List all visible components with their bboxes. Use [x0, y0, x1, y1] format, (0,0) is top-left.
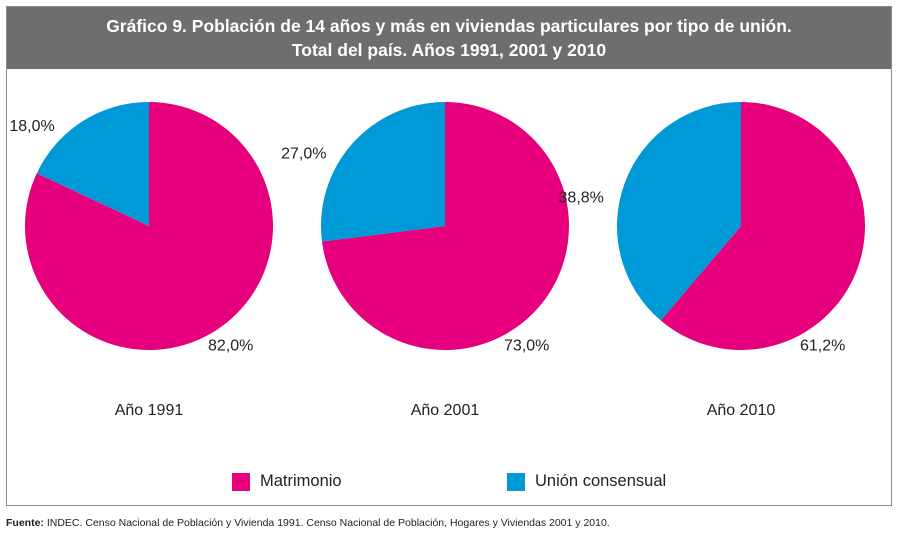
legend-swatch-matrimonio — [232, 472, 250, 491]
pie-data-label-union-consensual-1: 27,0% — [281, 145, 326, 162]
chart-title-line1: Gráfico 9. Población de 14 años y más en… — [106, 16, 792, 36]
source-label: Fuente: — [6, 517, 44, 529]
pie-slice-union-consensual-0 — [36, 102, 149, 226]
pie-data-label-matrimonio-2: 61,2% — [800, 338, 845, 355]
chart-frame: Gráfico 9. Población de 14 años y más en… — [6, 6, 892, 506]
pie-title-0: Año 1991 — [115, 402, 184, 419]
pie-slice-union-consensual-1 — [321, 102, 445, 242]
source-text: INDEC. Censo Nacional de Población y Viv… — [46, 517, 610, 529]
pie-data-label-matrimonio-1: 73,0% — [504, 338, 549, 355]
legend-matrimonio: Matrimonio — [232, 472, 342, 491]
source-note: Fuente: INDEC. Censo Nacional de Poblaci… — [6, 517, 610, 529]
pie-data-label-matrimonio-0: 82,0% — [208, 338, 253, 355]
legend-union-consensual: Unión consensual — [507, 472, 666, 491]
pie-data-label-union-consensual-2: 38,8% — [559, 190, 604, 207]
chart-title: Gráfico 9. Población de 14 años y más en… — [7, 7, 891, 69]
legend-swatch-union-consensual — [507, 472, 525, 491]
pie-title-1: Año 2001 — [411, 402, 480, 419]
pie-charts: 82,0% 18,0% Año 1991 73,0% 27,0% Año 2001 61,2… — [9, 102, 865, 419]
pie-slice-matrimonio-1 — [321, 102, 569, 350]
legend-label-matrimonio: Matrimonio — [260, 472, 342, 490]
chart-title-line2: Total del país. Años 1991, 2001 y 2010 — [291, 40, 607, 60]
pie-data-label-union-consensual-0: 18,0% — [9, 118, 54, 135]
pie-slice-matrimonio-0 — [24, 102, 274, 350]
pie-title-2: Año 2010 — [707, 402, 776, 419]
pie-slice-union-consensual-2 — [617, 102, 741, 321]
pie-slice-matrimonio-2 — [660, 102, 865, 350]
legend-label-union-consensual: Unión consensual — [535, 472, 667, 490]
